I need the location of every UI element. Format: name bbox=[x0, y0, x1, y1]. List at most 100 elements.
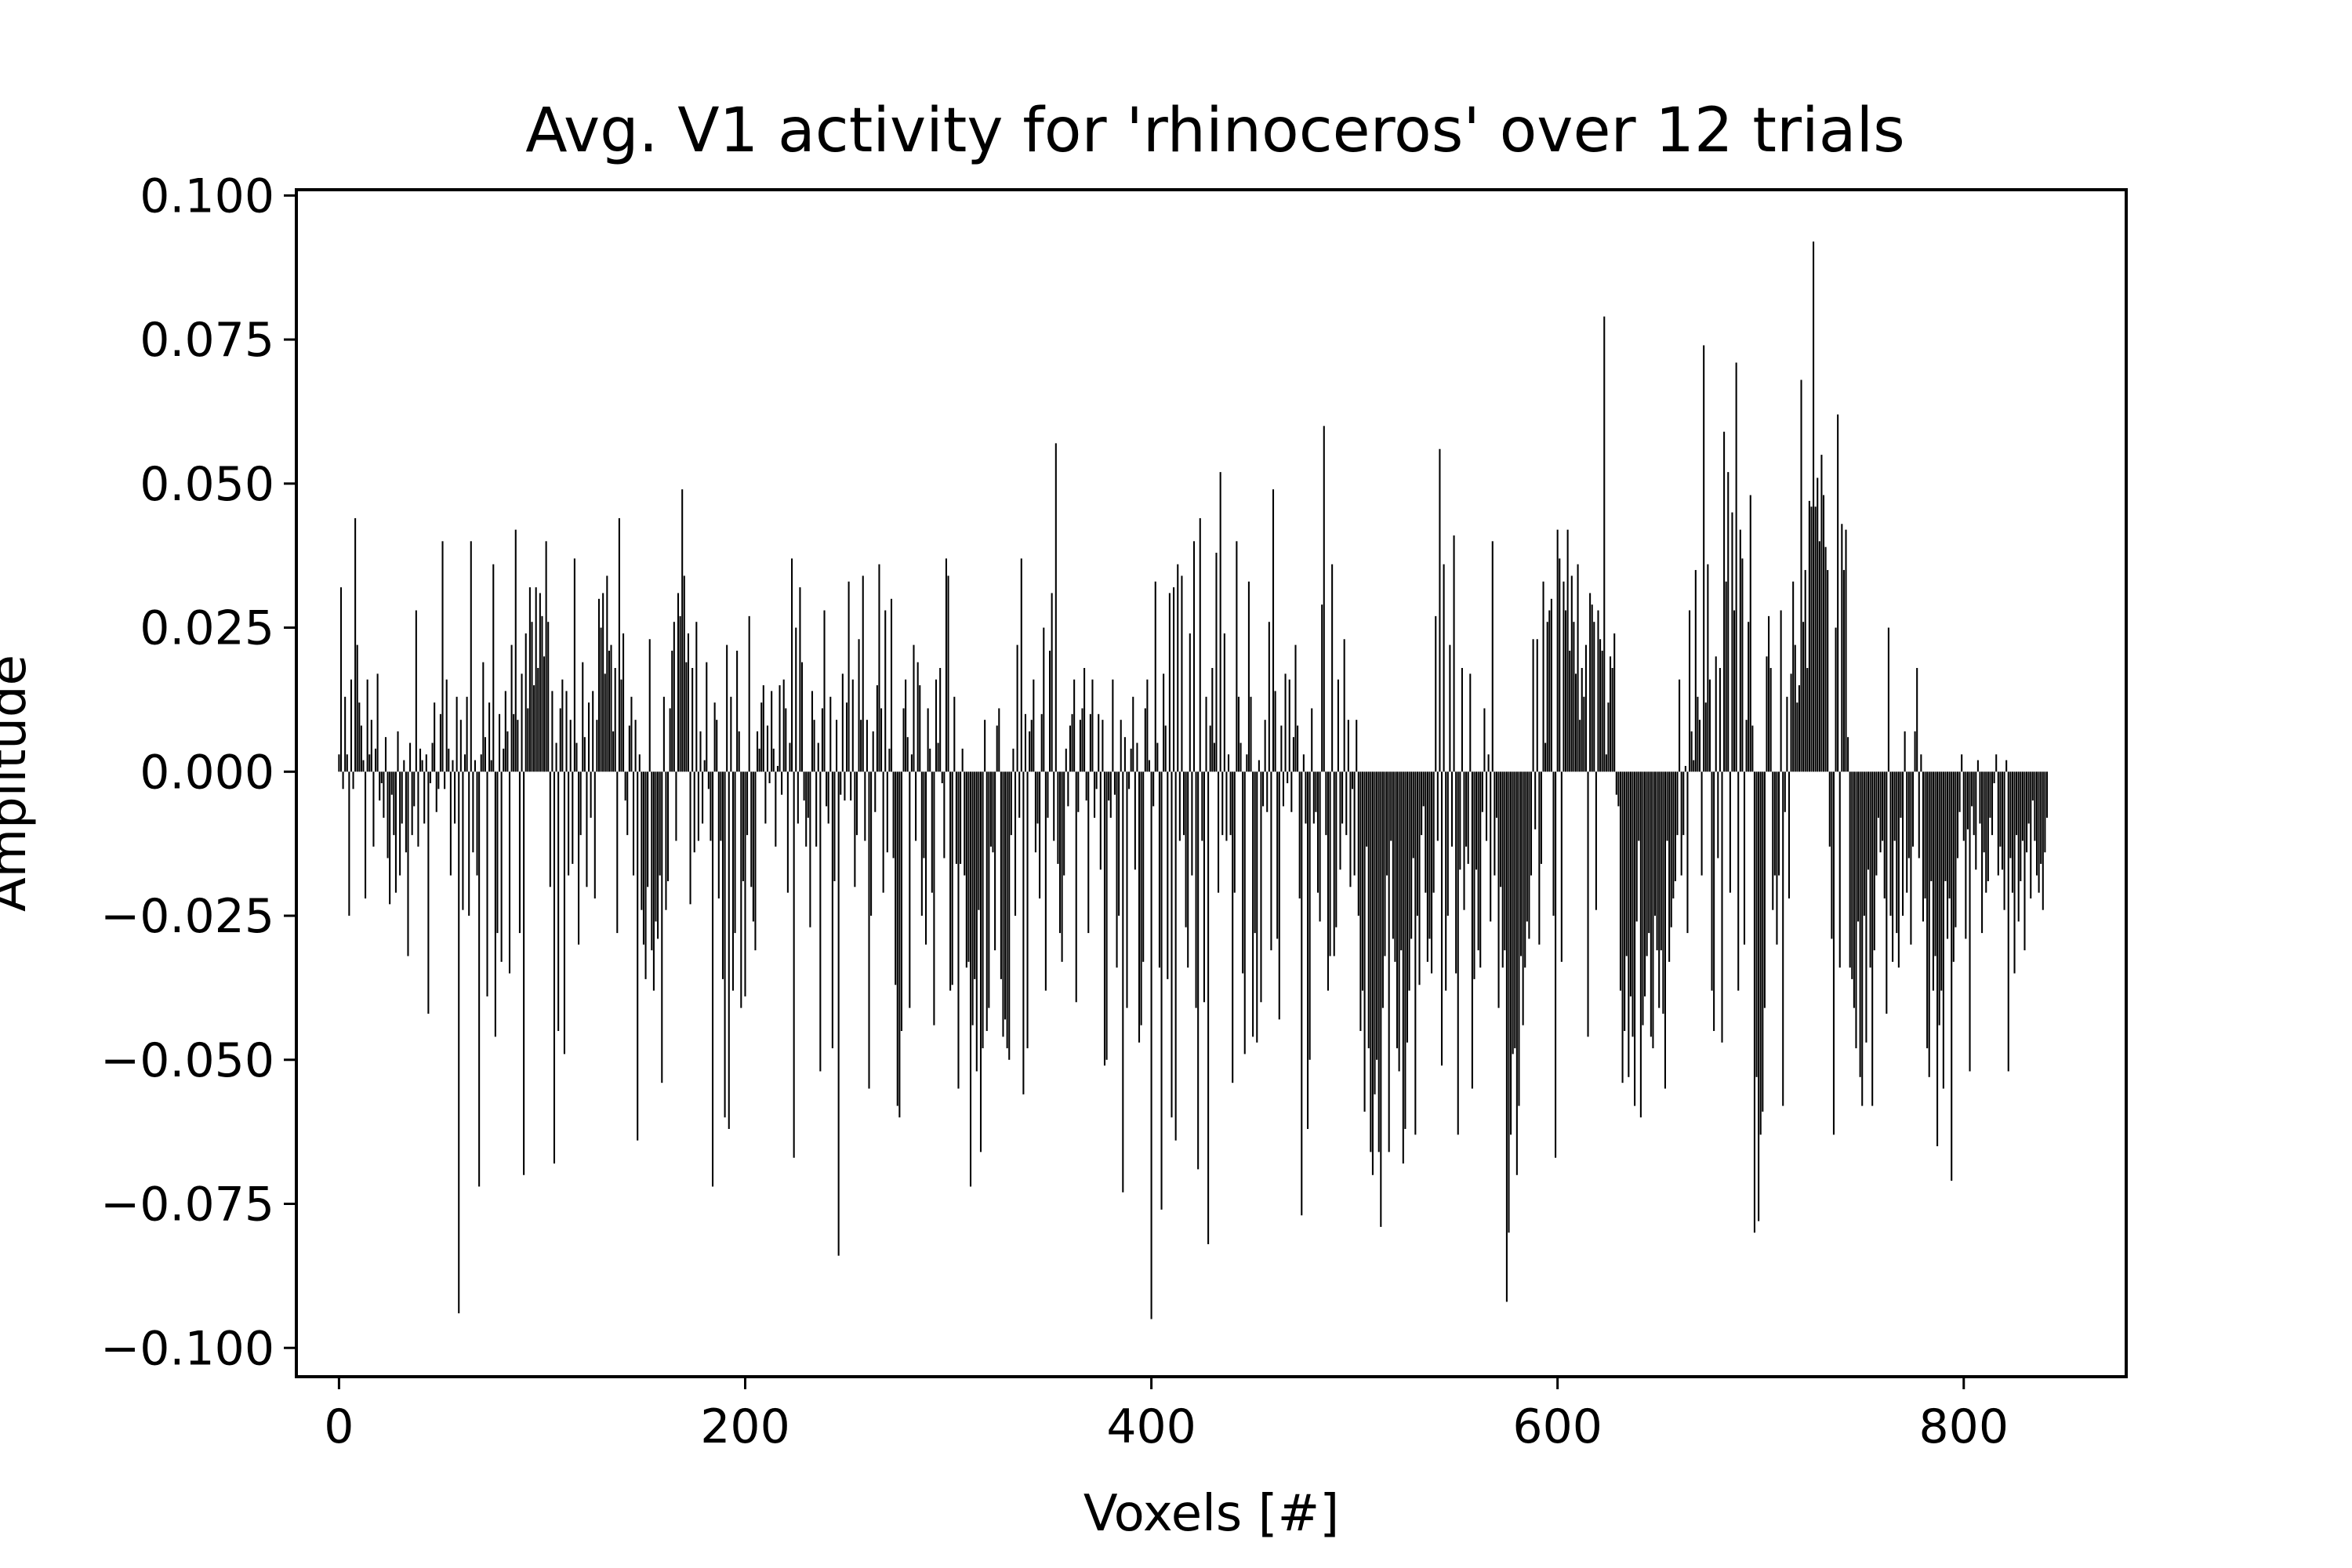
bar bbox=[994, 771, 996, 951]
bar bbox=[683, 575, 685, 772]
bar bbox=[827, 771, 829, 824]
bar bbox=[1083, 668, 1086, 772]
bar bbox=[1918, 771, 1920, 858]
bar bbox=[1500, 771, 1502, 887]
bar bbox=[900, 771, 902, 1032]
bar bbox=[1624, 771, 1626, 1032]
bar bbox=[1014, 771, 1017, 916]
bar bbox=[1189, 633, 1191, 772]
bar bbox=[1818, 541, 1820, 772]
bar bbox=[1603, 316, 1606, 772]
bar bbox=[358, 702, 361, 772]
bar bbox=[545, 541, 547, 772]
bar bbox=[1865, 771, 1867, 1043]
bar bbox=[982, 771, 984, 1049]
bar bbox=[360, 725, 362, 772]
bar bbox=[1639, 771, 1642, 1118]
bar bbox=[734, 771, 736, 934]
bar bbox=[394, 771, 397, 893]
bar bbox=[1697, 696, 1699, 772]
bar bbox=[1851, 771, 1853, 979]
bar bbox=[1329, 771, 1331, 956]
bar bbox=[1033, 679, 1035, 772]
bar bbox=[1473, 771, 1475, 979]
bar bbox=[1495, 771, 1497, 818]
bar bbox=[1892, 771, 1894, 962]
bar bbox=[1154, 581, 1156, 772]
bar bbox=[1132, 696, 1134, 772]
bar bbox=[1260, 771, 1262, 1003]
bar bbox=[1887, 627, 1889, 772]
bar bbox=[782, 679, 785, 772]
bar bbox=[1597, 610, 1599, 772]
bar bbox=[1628, 771, 1630, 1077]
bar bbox=[350, 679, 352, 772]
bar bbox=[845, 702, 848, 772]
bar bbox=[1873, 771, 1875, 951]
bar bbox=[1108, 771, 1110, 801]
bar bbox=[1504, 771, 1506, 951]
bar bbox=[915, 771, 917, 841]
bar bbox=[1182, 771, 1185, 836]
bar bbox=[1877, 771, 1879, 818]
bar bbox=[575, 742, 578, 772]
bar bbox=[458, 771, 460, 1314]
bar bbox=[1071, 713, 1073, 772]
bar bbox=[675, 771, 677, 841]
bar bbox=[1203, 771, 1205, 1003]
bar bbox=[1991, 771, 1994, 836]
bar bbox=[1902, 771, 1904, 916]
bar bbox=[817, 742, 819, 772]
bar bbox=[1311, 708, 1313, 772]
bar bbox=[1130, 748, 1132, 772]
bar bbox=[1400, 771, 1403, 951]
bar bbox=[448, 748, 450, 772]
bar bbox=[1392, 771, 1394, 939]
bar bbox=[805, 771, 808, 847]
bar bbox=[1020, 558, 1022, 772]
bar bbox=[1325, 771, 1327, 836]
bar bbox=[906, 737, 909, 772]
bar bbox=[1886, 771, 1888, 1014]
bar bbox=[399, 771, 401, 876]
bar bbox=[673, 622, 675, 772]
bar bbox=[1077, 771, 1080, 812]
bar bbox=[1501, 771, 1504, 968]
bar bbox=[1073, 679, 1076, 772]
bar bbox=[342, 771, 344, 789]
bar bbox=[1174, 771, 1177, 1141]
bar bbox=[583, 737, 586, 772]
bar bbox=[886, 771, 888, 853]
bar bbox=[1944, 771, 1947, 881]
bar bbox=[1229, 771, 1232, 836]
bar bbox=[618, 517, 620, 772]
bar bbox=[652, 771, 655, 991]
bar bbox=[518, 771, 521, 934]
bar bbox=[1861, 771, 1864, 1106]
bar bbox=[1352, 771, 1354, 789]
bar bbox=[362, 760, 365, 772]
bar bbox=[752, 771, 754, 922]
bar bbox=[951, 771, 953, 985]
bar bbox=[1256, 771, 1258, 1043]
bar bbox=[937, 742, 939, 772]
bar bbox=[1648, 771, 1650, 934]
bar bbox=[1058, 771, 1062, 934]
bar bbox=[1004, 771, 1007, 1020]
bar bbox=[1859, 771, 1861, 1077]
bar bbox=[1252, 771, 1254, 1037]
bar bbox=[1192, 541, 1196, 772]
bar bbox=[415, 610, 417, 772]
bar bbox=[510, 644, 513, 772]
bar bbox=[1307, 771, 1309, 1129]
bar bbox=[1321, 604, 1323, 772]
bar bbox=[1896, 771, 1898, 934]
bar bbox=[945, 558, 947, 772]
bar bbox=[1514, 771, 1516, 1049]
bar bbox=[482, 662, 485, 772]
bar bbox=[776, 765, 779, 772]
bar bbox=[1049, 650, 1051, 772]
bar bbox=[905, 679, 907, 772]
bar bbox=[1540, 771, 1542, 864]
x-axis: 0 200 400 600 800 bbox=[324, 1377, 2009, 1454]
